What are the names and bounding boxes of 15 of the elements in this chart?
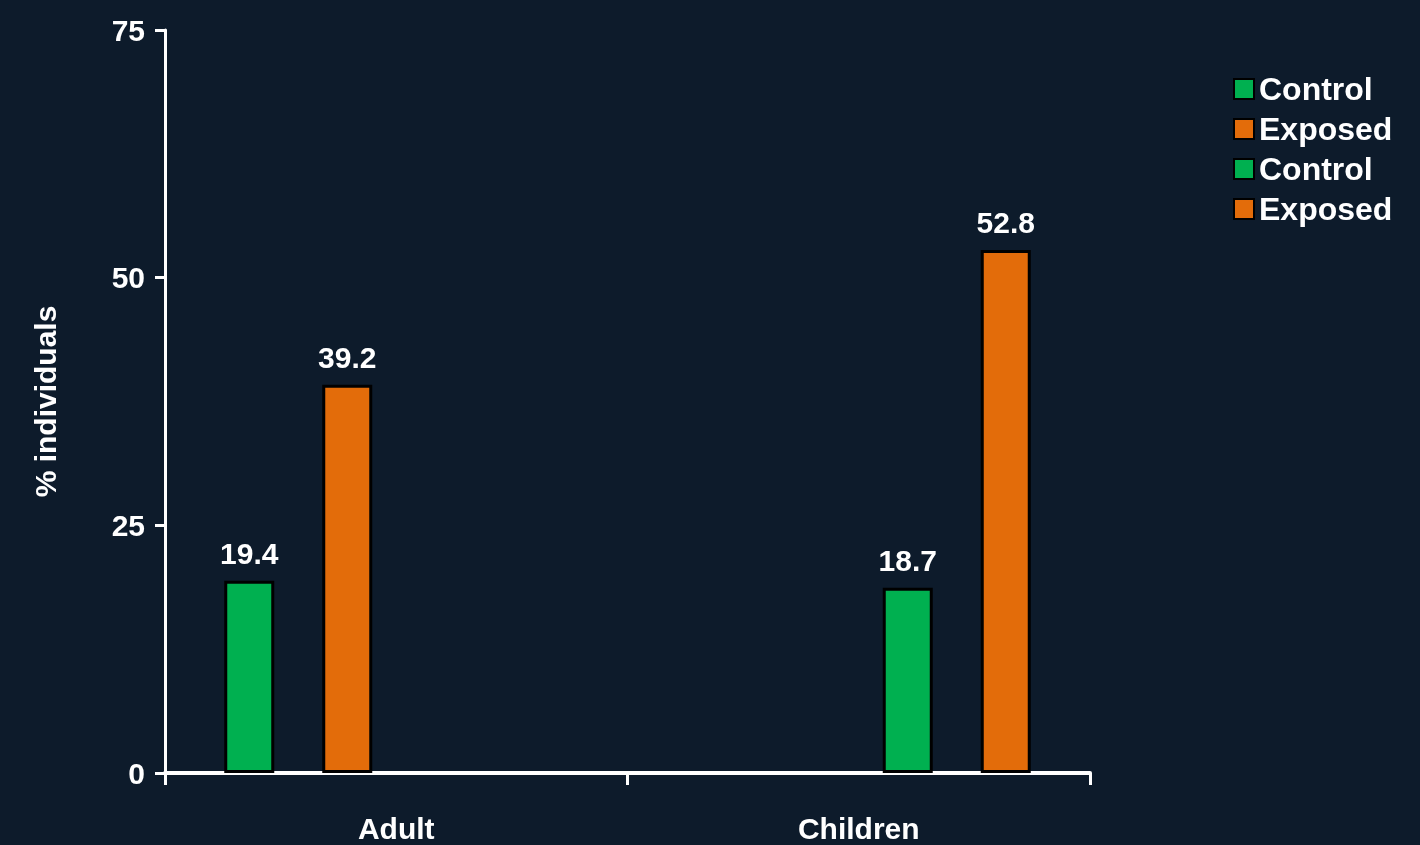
y-tick-label: 75: [111, 13, 145, 47]
data-label: 19.4: [220, 537, 279, 571]
data-label: 52.8: [976, 206, 1035, 240]
x-tick-label: Children: [797, 811, 920, 845]
legend-label: Exposed: [1259, 191, 1393, 227]
legend-label: Control: [1259, 71, 1373, 107]
data-label: 18.7: [878, 544, 937, 578]
y-tick-label: 0: [128, 756, 145, 790]
legend-label: Control: [1259, 151, 1373, 187]
x-tick-label: Adult: [357, 811, 435, 845]
y-axis-title: % individuals: [28, 305, 62, 498]
data-label: 39.2: [318, 341, 377, 375]
y-tick-label: 25: [111, 508, 145, 542]
legend-label: Exposed: [1259, 111, 1393, 147]
y-tick-label: 50: [111, 261, 145, 295]
